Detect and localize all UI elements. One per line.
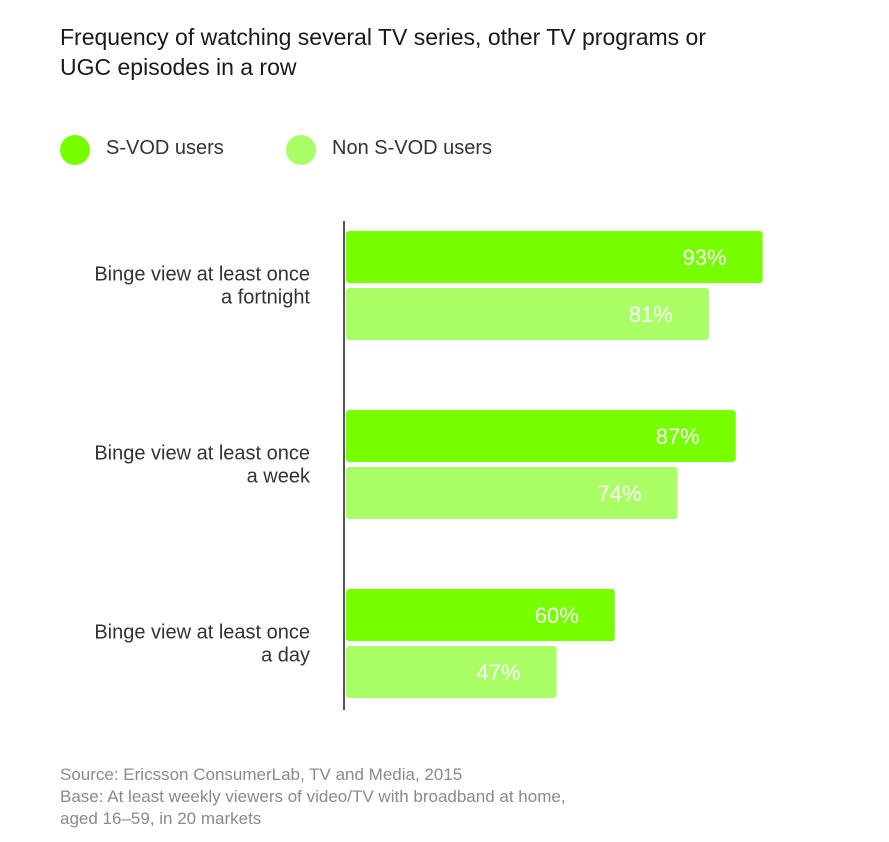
bar-non-svod [346,288,709,340]
category-label-line-1: Binge view at least once [94,443,310,465]
category-label-line-1: Binge view at least once [94,264,310,286]
bar-non-svod [346,467,678,519]
legend-swatch-non-svod [286,135,316,165]
chart-title-line-2: UGC episodes in a row [60,54,297,80]
chart-footer: Source: Ericsson ConsumerLab, TV and Med… [60,764,566,830]
data-label-non-svod: 47% [477,660,521,685]
legend-label-non-svod: Non S-VOD users [332,137,493,159]
chart-title: Frequency of watching several TV series,… [60,22,840,82]
base-note-line-2: aged 16–59, in 20 markets [60,809,262,828]
data-label-svod: 60% [535,603,579,628]
chart-title-line-1: Frequency of watching several TV series,… [60,24,706,50]
bar-svod [346,231,763,283]
bar-svod [346,410,736,462]
source-note: Source: Ericsson ConsumerLab, TV and Med… [60,765,463,784]
bar-non-svod [346,646,557,698]
data-label-svod: 93% [683,245,727,270]
category-label-line-2: a day [261,645,310,667]
base-note-line-1: Base: At least weekly viewers of video/T… [60,787,566,806]
data-label-non-svod: 74% [597,481,641,506]
data-label-non-svod: 81% [629,302,673,327]
bar-svod [346,589,615,641]
category-label-line-1: Binge view at least once [94,622,310,644]
legend-label-svod: S-VOD users [106,137,224,159]
category-label-line-2: a fortnight [221,287,310,309]
data-label-svod: 87% [656,424,700,449]
legend-swatch-svod [60,135,90,165]
category-label-line-2: a week [247,466,311,488]
